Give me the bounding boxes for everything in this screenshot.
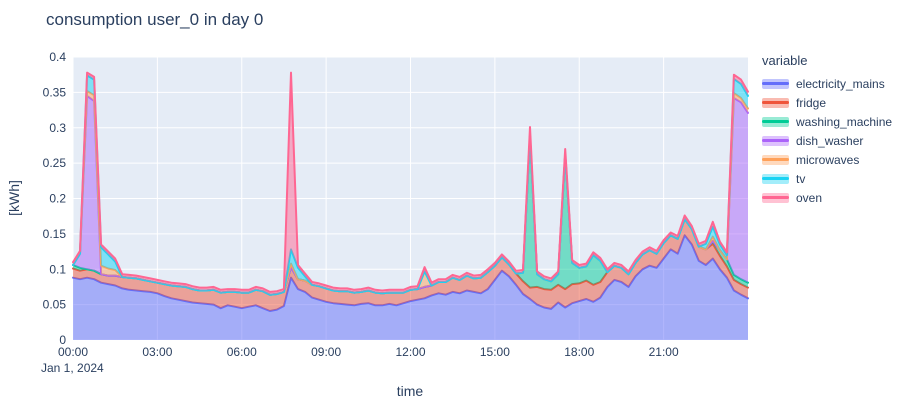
legend-item-tv[interactable]: tv xyxy=(762,169,892,188)
x-tick-label: 12:00 xyxy=(395,345,425,359)
area-swatch-icon xyxy=(762,154,789,165)
x-axis-date-label: Jan 1, 2024 xyxy=(41,361,104,375)
legend-item-dish-washer[interactable]: dish_washer xyxy=(762,131,892,150)
legend-item-washing-machine[interactable]: washing_machine xyxy=(762,112,892,131)
area-swatch-icon xyxy=(762,97,789,108)
y-tick-label: 0.15 xyxy=(43,227,67,241)
legend-item-label: dish_washer xyxy=(796,133,864,148)
y-tick-label: 0.3 xyxy=(49,121,66,135)
y-tick-label: 0.4 xyxy=(49,50,66,64)
y-tick-label: 0.25 xyxy=(43,156,67,170)
x-tick-label: 18:00 xyxy=(564,345,594,359)
legend-title: variable xyxy=(762,53,808,68)
x-tick-label: 21:00 xyxy=(649,345,679,359)
x-tick-label: 00:00 xyxy=(58,345,88,359)
legend-item-label: oven xyxy=(796,190,823,205)
legend-item-label: electricity_mains xyxy=(796,76,885,91)
chart-title: consumption user_0 in day 0 xyxy=(46,10,264,29)
area-swatch-icon xyxy=(762,135,789,146)
area-electricity_mains xyxy=(73,235,748,340)
legend-item-oven[interactable]: oven xyxy=(762,188,892,207)
y-tick-label: 0.05 xyxy=(43,298,67,312)
area-swatch-icon xyxy=(762,78,789,89)
line-oven xyxy=(72,71,749,293)
area-swatch-icon xyxy=(762,192,789,203)
y-tick-label: 0.35 xyxy=(43,85,67,99)
legend-item-fridge[interactable]: fridge xyxy=(762,93,892,112)
y-tick-label: 0.2 xyxy=(49,192,66,206)
area-fridge xyxy=(73,219,748,311)
x-tick-label: 09:00 xyxy=(311,345,341,359)
legend-item-label: tv xyxy=(796,171,806,186)
x-tick-label: 06:00 xyxy=(227,345,257,359)
y-axis-title: [kWh] xyxy=(6,180,22,216)
area-swatch-icon xyxy=(762,116,789,127)
legend: variable electricity_mains fridge washin… xyxy=(762,53,892,207)
y-tick-label: 0 xyxy=(59,333,66,347)
legend-item-microwaves[interactable]: microwaves xyxy=(762,150,892,169)
legend-item-label: washing_machine xyxy=(796,114,893,129)
x-axis-title: time xyxy=(396,383,424,399)
legend-item-label: microwaves xyxy=(796,152,860,167)
legend-item-electricity-mains[interactable]: electricity_mains xyxy=(762,74,892,93)
legend-item-label: fridge xyxy=(796,95,827,110)
area-swatch-icon xyxy=(762,173,789,184)
x-tick-label: 15:00 xyxy=(480,345,510,359)
x-tick-label: 03:00 xyxy=(142,345,172,359)
y-tick-label: 0.1 xyxy=(49,262,66,276)
